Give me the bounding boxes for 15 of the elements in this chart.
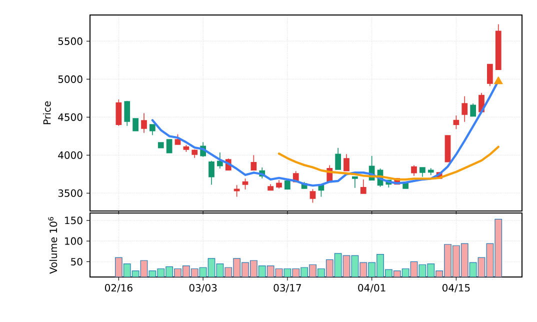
x-tick-label: 03/17 <box>274 284 301 292</box>
y-tick-label: 4000 <box>58 151 82 159</box>
y-tick-label: 3500 <box>58 189 82 197</box>
y-tick-label: 5500 <box>58 37 82 45</box>
y-tick-label: 4500 <box>58 113 82 121</box>
y-axis-title: Volume 10$^{6}$ <box>48 217 58 274</box>
x-tick-label: 03/03 <box>189 284 217 292</box>
y-tick-label: 150 <box>65 216 82 224</box>
y-tick-label: 5000 <box>58 75 82 83</box>
y-tick-label: 50 <box>71 258 82 266</box>
x-tick-label: 04/01 <box>358 284 386 292</box>
y-tick-label: 100 <box>65 237 82 245</box>
x-tick-label: 02/16 <box>104 284 132 292</box>
x-tick-label: 04/15 <box>442 284 470 292</box>
y-axis-title: Price <box>43 101 51 124</box>
